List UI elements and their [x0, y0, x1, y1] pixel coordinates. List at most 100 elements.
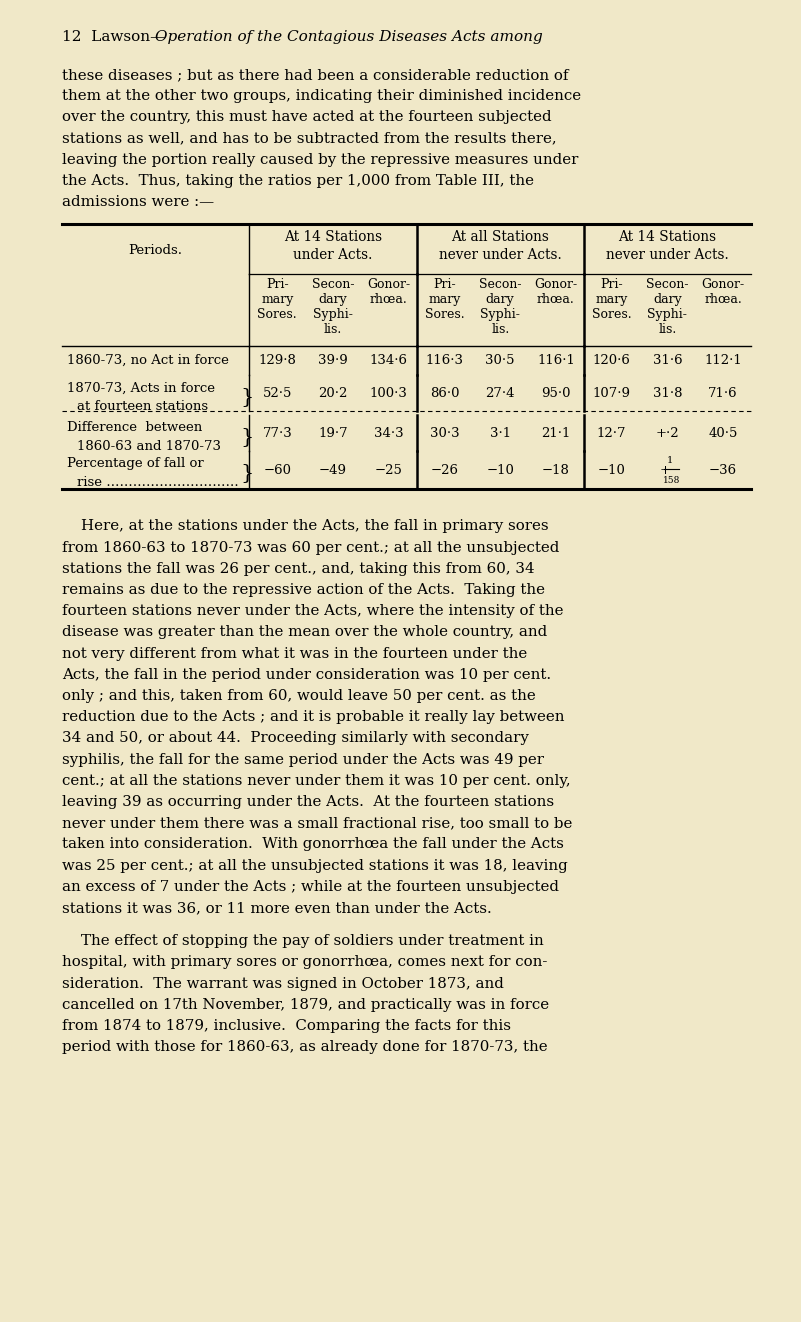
Text: from 1874 to 1879, inclusive.  Comparing the facts for this: from 1874 to 1879, inclusive. Comparing … [62, 1019, 511, 1032]
Text: cent.; at all the stations never under them it was 10 per cent. only,: cent.; at all the stations never under t… [62, 773, 570, 788]
Text: Periods.: Periods. [129, 243, 183, 256]
Text: at fourteen stations: at fourteen stations [77, 399, 208, 412]
Text: from 1860-63 to 1870-73 was 60 per cent.; at all the unsubjected: from 1860-63 to 1870-73 was 60 per cent.… [62, 541, 559, 555]
Text: dary: dary [319, 293, 348, 307]
Text: −49: −49 [319, 464, 347, 477]
Text: Gonor-: Gonor- [702, 279, 745, 291]
Text: +·2: +·2 [655, 427, 679, 440]
Text: Pri-: Pri- [601, 279, 623, 291]
Text: 100·3: 100·3 [370, 387, 408, 399]
Text: At all Stations: At all Stations [451, 230, 549, 245]
Text: Sores.: Sores. [257, 308, 297, 321]
Text: 158: 158 [663, 476, 681, 485]
Text: Here, at the stations under the Acts, the fall in primary sores: Here, at the stations under the Acts, th… [62, 520, 549, 533]
Text: 12·7: 12·7 [597, 427, 626, 440]
Text: 1870-73, Acts in force: 1870-73, Acts in force [67, 382, 215, 394]
Text: never under Acts.: never under Acts. [606, 249, 729, 262]
Text: period with those for 1860-63, as already done for 1870-73, the: period with those for 1860-63, as alread… [62, 1040, 548, 1054]
Text: syphilis, the fall for the same period under the Acts was 49 per: syphilis, the fall for the same period u… [62, 752, 544, 767]
Text: Operation of the Contagious Diseases Acts among: Operation of the Contagious Diseases Act… [155, 30, 543, 44]
Text: 1860-73, no Act in force: 1860-73, no Act in force [67, 353, 229, 366]
Text: stations the fall was 26 per cent., and, taking this from 60, 34: stations the fall was 26 per cent., and,… [62, 562, 534, 576]
Text: Sores.: Sores. [592, 308, 631, 321]
Text: Difference  between: Difference between [67, 422, 202, 435]
Text: 34 and 50, or about 44.  Proceeding similarly with secondary: 34 and 50, or about 44. Proceeding simil… [62, 731, 529, 746]
Text: admissions were :—: admissions were :— [62, 196, 214, 209]
Text: Secon-: Secon- [312, 279, 354, 291]
Text: the Acts.  Thus, taking the ratios per 1,000 from Table III, the: the Acts. Thus, taking the ratios per 1,… [62, 175, 534, 188]
Text: 112·1: 112·1 [704, 354, 742, 368]
Text: mary: mary [429, 293, 461, 307]
Text: 31·8: 31·8 [653, 387, 682, 399]
Text: 40·5: 40·5 [708, 427, 738, 440]
Text: mary: mary [261, 293, 293, 307]
Text: these diseases ; but as there had been a considerable reduction of: these diseases ; but as there had been a… [62, 67, 569, 82]
Text: Syphi-: Syphi- [647, 308, 687, 321]
Text: taken into consideration.  With gonorrhœa the fall under the Acts: taken into consideration. With gonorrhœa… [62, 837, 564, 851]
Text: disease was greater than the mean over the whole country, and: disease was greater than the mean over t… [62, 625, 547, 640]
Text: Pri-: Pri- [266, 279, 288, 291]
Text: an excess of 7 under the Acts ; while at the fourteen unsubjected: an excess of 7 under the Acts ; while at… [62, 880, 559, 894]
Text: 116·1: 116·1 [537, 354, 575, 368]
Text: rhœa.: rhœa. [537, 293, 575, 307]
Text: 34·3: 34·3 [374, 427, 404, 440]
Text: Syphi-: Syphi- [313, 308, 353, 321]
Text: 86·0: 86·0 [429, 387, 459, 399]
Text: 1860-63 and 1870-73: 1860-63 and 1870-73 [77, 440, 221, 453]
Text: 20·2: 20·2 [318, 387, 348, 399]
Text: rise …………………………: rise ………………………… [77, 476, 239, 489]
Text: 52·5: 52·5 [263, 387, 292, 399]
Text: never under Acts.: never under Acts. [439, 249, 562, 262]
Text: Pri-: Pri- [433, 279, 456, 291]
Text: 21·1: 21·1 [541, 427, 570, 440]
Text: 120·6: 120·6 [593, 354, 630, 368]
Text: +: + [659, 464, 670, 477]
Text: }: } [240, 464, 254, 483]
Text: Gonor-: Gonor- [534, 279, 578, 291]
Text: }: } [240, 428, 254, 447]
Text: 39·9: 39·9 [318, 354, 348, 368]
Text: Secon-: Secon- [646, 279, 689, 291]
Text: only ; and this, taken from 60, would leave 50 per cent. as the: only ; and this, taken from 60, would le… [62, 689, 536, 703]
Text: cancelled on 17th November, 1879, and practically was in force: cancelled on 17th November, 1879, and pr… [62, 998, 549, 1011]
Text: was 25 per cent.; at all the unsubjected stations it was 18, leaving: was 25 per cent.; at all the unsubjected… [62, 858, 568, 873]
Text: 116·3: 116·3 [425, 354, 464, 368]
Text: 19·7: 19·7 [318, 427, 348, 440]
Text: Syphi-: Syphi- [481, 308, 520, 321]
Text: leaving 39 as occurring under the Acts.  At the fourteen stations: leaving 39 as occurring under the Acts. … [62, 795, 554, 809]
Text: not very different from what it was in the fourteen under the: not very different from what it was in t… [62, 646, 527, 661]
Text: sideration.  The warrant was signed in October 1873, and: sideration. The warrant was signed in Oc… [62, 977, 504, 990]
Text: −25: −25 [375, 464, 403, 477]
Text: At 14 Stations: At 14 Stations [284, 230, 382, 245]
Text: dary: dary [653, 293, 682, 307]
Text: −36: −36 [709, 464, 737, 477]
Text: hospital, with primary sores or gonorrhœa, comes next for con-: hospital, with primary sores or gonorrhœ… [62, 956, 547, 969]
Text: Acts, the fall in the period under consideration was 10 per cent.: Acts, the fall in the period under consi… [62, 668, 551, 682]
Text: 31·6: 31·6 [653, 354, 682, 368]
Text: 27·4: 27·4 [485, 387, 515, 399]
Text: 1: 1 [667, 456, 674, 465]
Text: fourteen stations never under the Acts, where the intensity of the: fourteen stations never under the Acts, … [62, 604, 563, 619]
Text: −10: −10 [598, 464, 626, 477]
Text: 30·3: 30·3 [429, 427, 459, 440]
Text: over the country, this must have acted at the fourteen subjected: over the country, this must have acted a… [62, 111, 552, 124]
Text: lis.: lis. [491, 323, 509, 336]
Text: −60: −60 [264, 464, 292, 477]
Text: reduction due to the Acts ; and it is probable it really lay between: reduction due to the Acts ; and it is pr… [62, 710, 565, 724]
Text: 30·5: 30·5 [485, 354, 515, 368]
Text: under Acts.: under Acts. [293, 249, 372, 262]
Text: −10: −10 [486, 464, 514, 477]
Text: leaving the portion really caused by the repressive measures under: leaving the portion really caused by the… [62, 153, 578, 167]
Text: rhœa.: rhœa. [704, 293, 742, 307]
Text: stations it was 36, or 11 more even than under the Acts.: stations it was 36, or 11 more even than… [62, 902, 492, 915]
Text: 107·9: 107·9 [593, 387, 630, 399]
Text: remains as due to the repressive action of the Acts.  Taking the: remains as due to the repressive action … [62, 583, 545, 598]
Text: 95·0: 95·0 [541, 387, 570, 399]
Text: rhœa.: rhœa. [370, 293, 408, 307]
Text: −18: −18 [542, 464, 570, 477]
Text: lis.: lis. [324, 323, 342, 336]
Text: The effect of stopping the pay of soldiers under treatment in: The effect of stopping the pay of soldie… [62, 935, 544, 948]
Text: 71·6: 71·6 [708, 387, 738, 399]
Text: lis.: lis. [658, 323, 677, 336]
Text: −26: −26 [430, 464, 458, 477]
